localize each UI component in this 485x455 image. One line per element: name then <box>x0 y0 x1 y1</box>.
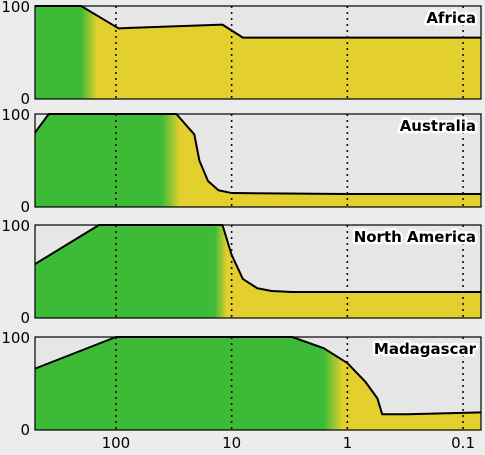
y-tick-label: 100 <box>1 0 30 16</box>
panel-frame <box>34 5 482 100</box>
panel-label: North America <box>354 228 476 246</box>
panel-label: Madagascar <box>374 340 477 358</box>
y-tick-label: 100 <box>1 106 30 124</box>
y-tick-label: 100 <box>1 217 30 235</box>
panel-frame <box>34 113 482 208</box>
panel-2: 0 100 Australia <box>1 106 482 216</box>
panel-1: 0 100 Africa <box>1 0 482 108</box>
panel-4: 0 100 Madagascar <box>1 329 482 439</box>
area-fill <box>35 114 481 207</box>
x-tick-label: 1 <box>343 434 353 452</box>
x-tick-label: 0.1 <box>451 434 475 452</box>
x-tick-label: 100 <box>102 434 131 452</box>
y-tick-label: 0 <box>20 421 30 439</box>
panel-label: Africa <box>426 9 476 27</box>
panel-frame <box>34 224 482 319</box>
y-tick-label: 0 <box>20 309 30 327</box>
panel-frame <box>34 336 482 431</box>
x-axis: 100 10 1 0.1 <box>102 434 475 452</box>
area-fill <box>35 337 481 430</box>
y-tick-label: 0 <box>20 198 30 216</box>
area-fill <box>35 225 481 318</box>
panel-label: Australia <box>400 117 476 135</box>
x-tick-label: 10 <box>222 434 241 452</box>
area-fill <box>35 6 481 99</box>
y-tick-label: 0 <box>20 90 30 108</box>
panel-3: 0 100 North America <box>1 217 482 327</box>
y-tick-label: 100 <box>1 329 30 347</box>
